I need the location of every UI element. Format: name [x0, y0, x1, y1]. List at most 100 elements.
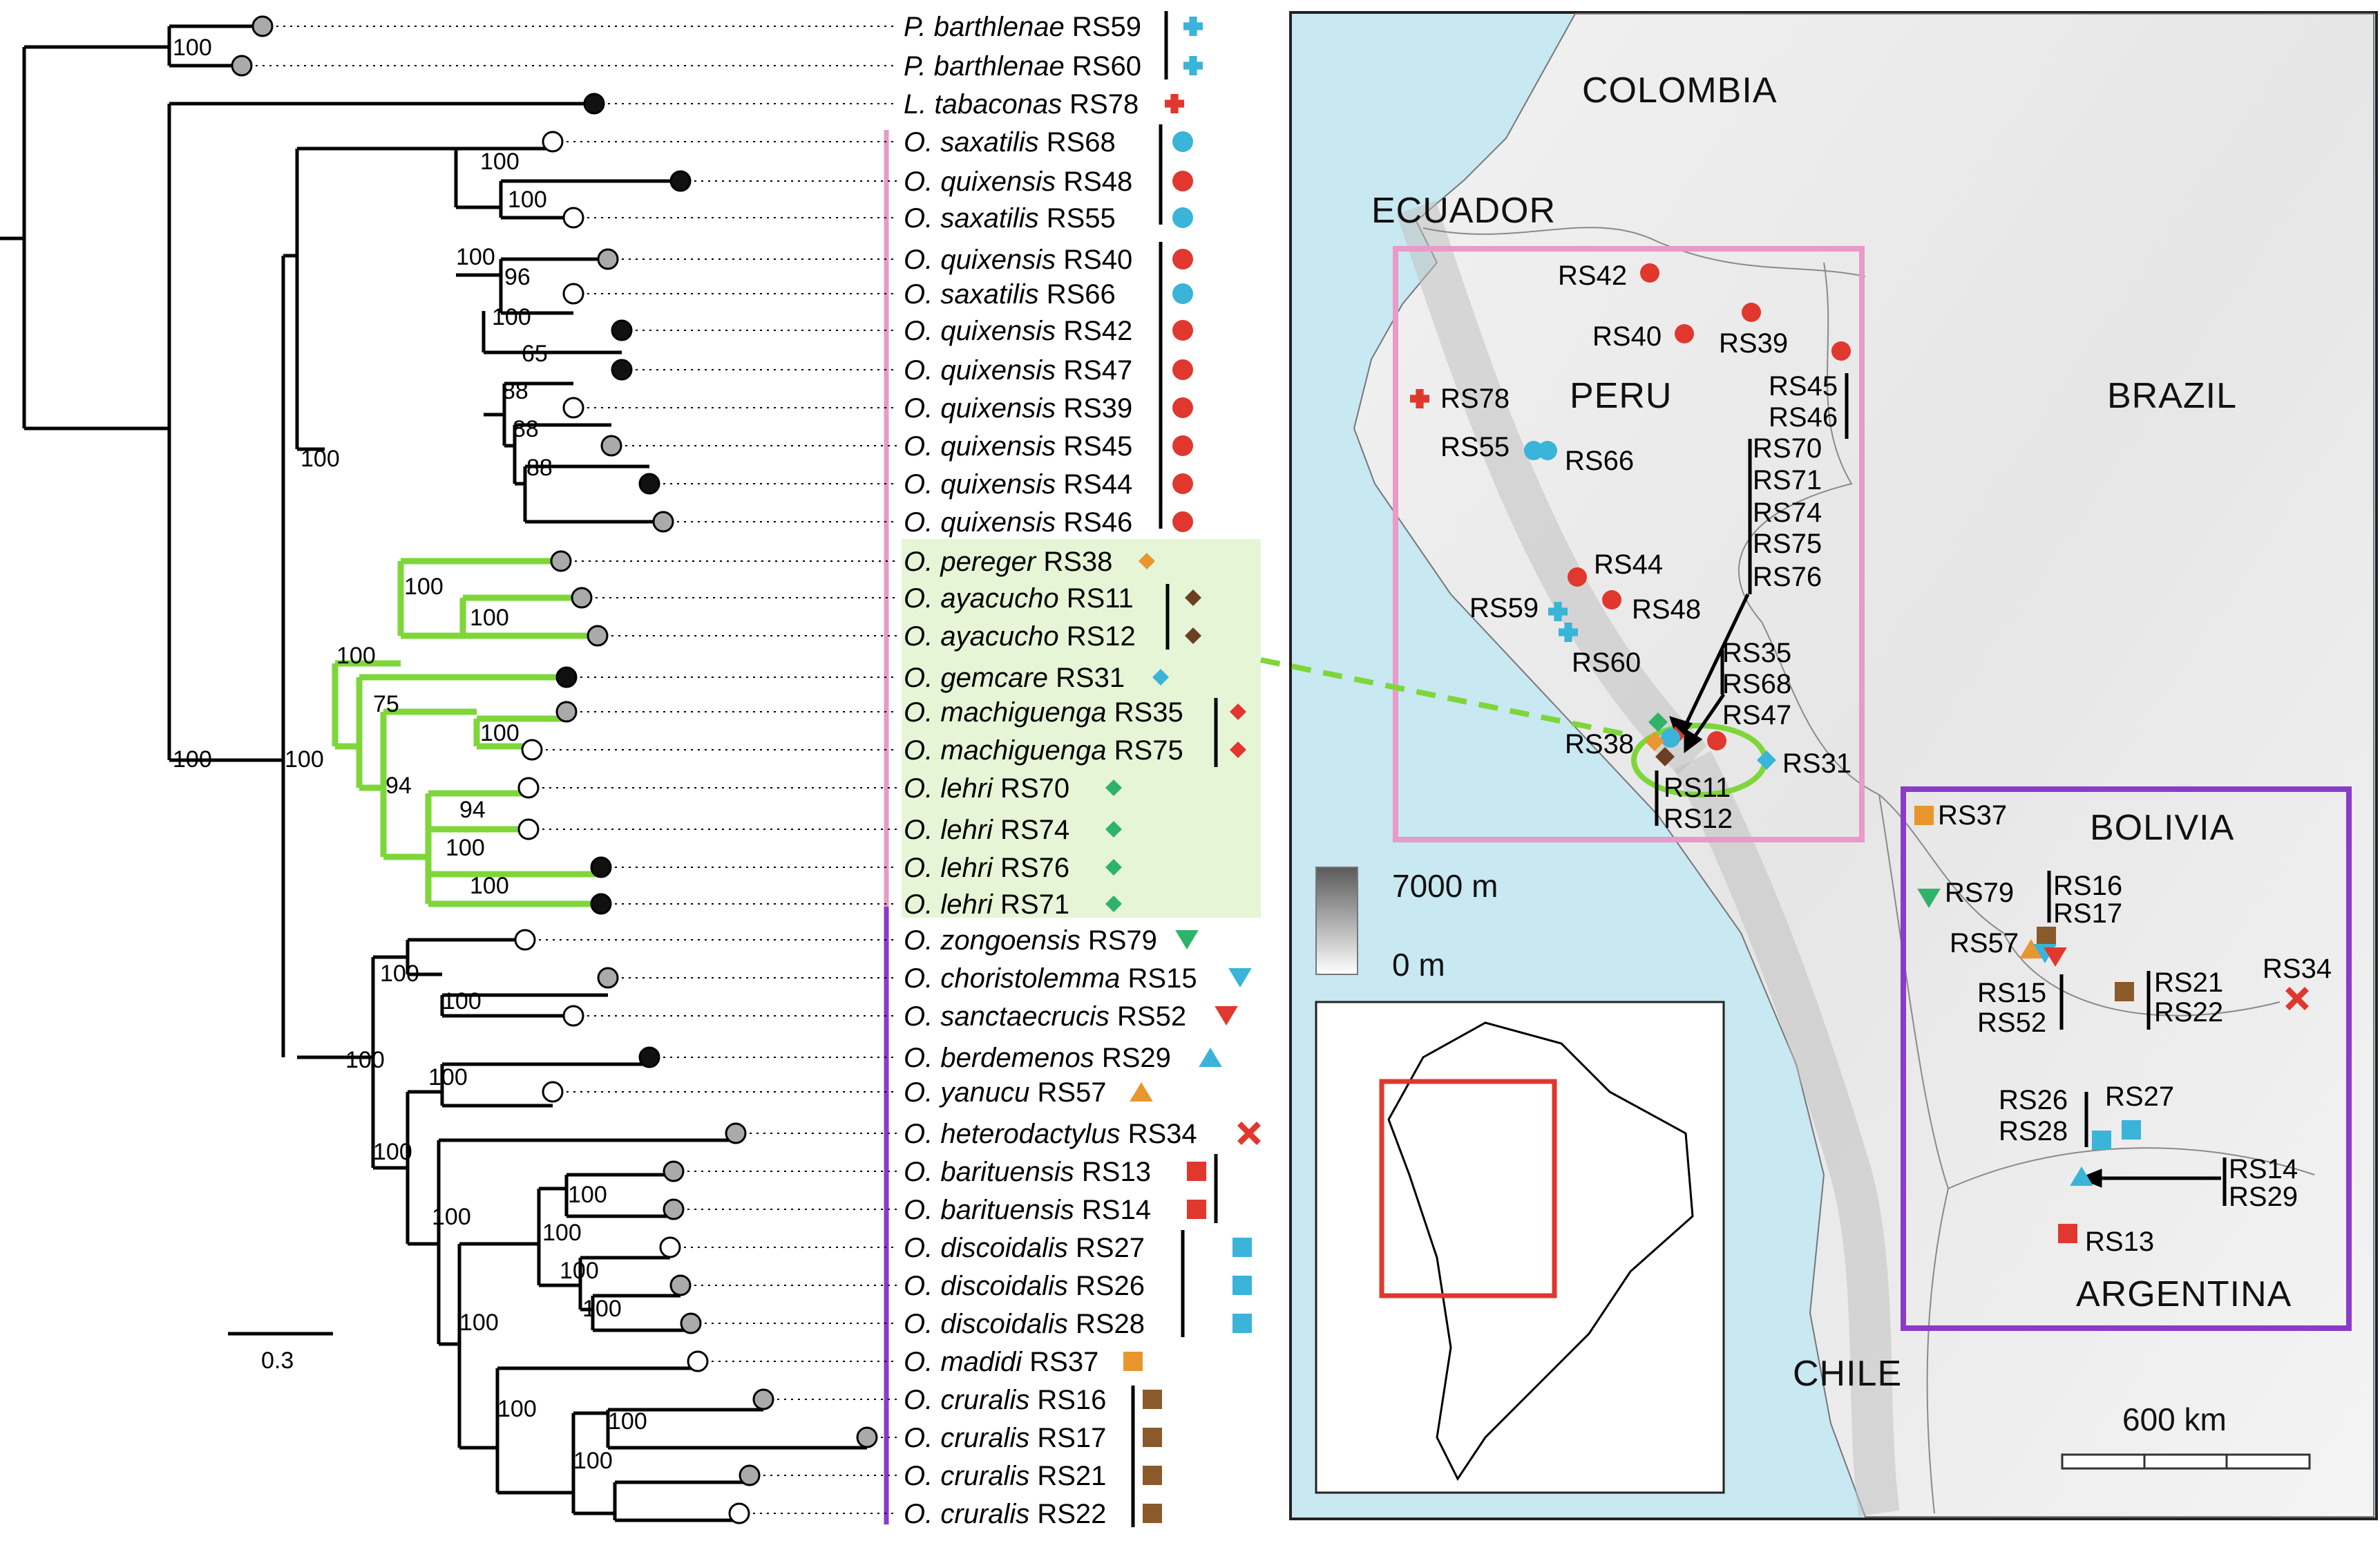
tip-label: O. choristolemma RS15	[904, 963, 1197, 994]
site-label-rs26: RS26	[1999, 1085, 2068, 1115]
tip-symbol-rs74	[1105, 821, 1122, 838]
site-marker	[2044, 947, 2067, 967]
tip-symbol-rs48	[1172, 171, 1193, 191]
tip-symbol-rs55	[1172, 207, 1193, 228]
bootstrap-labels: 100 100 100 96 100 100 65 88 88 88 100 1…	[173, 35, 647, 1474]
bootstrap-value: 96	[504, 264, 531, 290]
tip-code: RS47	[1056, 355, 1132, 386]
tip-code: RS78	[1062, 89, 1139, 120]
bootstrap-value: 100	[404, 574, 444, 600]
tip-code: RS39	[1056, 393, 1132, 424]
tip-code: RS60	[1065, 51, 1141, 82]
site-label-brackets	[1655, 373, 2227, 1206]
tip-symbol-rs11	[1185, 589, 1201, 606]
site-marker	[2019, 939, 2043, 958]
tip-symbol-rs57	[1130, 1082, 1153, 1102]
tip-code: RS57	[1029, 1077, 1106, 1108]
tip-symbol-rs46	[1172, 511, 1193, 532]
site-label-rs76: RS76	[1753, 562, 1822, 592]
tip-code: RS29	[1094, 1043, 1171, 1073]
country-borders	[1422, 227, 2315, 1514]
tip-code: RS46	[1056, 507, 1132, 538]
scale-bar: 0.3	[228, 1332, 333, 1374]
tip-symbol-rs44	[1172, 473, 1193, 494]
tip-label: O. barituensis RS14	[904, 1195, 1151, 1225]
site-label-rs38: RS38	[1565, 729, 1634, 759]
site-marker	[2115, 982, 2134, 1001]
site-label-rs39: RS39	[1719, 328, 1788, 359]
tip-label: O. machiguenga RS75	[904, 735, 1183, 766]
tip-species: O. yanucu	[904, 1077, 1029, 1108]
tip-species: O. zongoensis	[904, 925, 1080, 956]
tip-code: RS71	[993, 889, 1069, 920]
map-panel: COLOMBIA ECUADOR PERU BRAZIL BOLIVIA ARG…	[1260, 11, 2378, 1520]
site-marker	[1538, 441, 1557, 460]
bolivia-box	[1901, 786, 2352, 1331]
country-label-brazil: BRAZIL	[2107, 376, 2237, 416]
site-marker	[1548, 602, 1568, 622]
tip-leader-lines	[249, 26, 898, 1514]
site-label-rs14: RS14	[2229, 1154, 2298, 1184]
bootstrap-value: 100	[508, 187, 547, 213]
site-marker	[1917, 889, 1941, 908]
scale-bar-label: 0.3	[261, 1348, 294, 1374]
bootstrap-value: 100	[608, 1408, 647, 1435]
tip-label: P. barthlenae RS60	[904, 51, 1141, 82]
bootstrap-value: 100	[470, 605, 509, 631]
tip-species: P. barthlenae	[904, 51, 1065, 82]
bootstrap-value: 100	[446, 835, 485, 861]
tip-symbol-rs38	[1139, 553, 1155, 569]
tip-symbol-rs26	[1232, 1276, 1252, 1295]
bootstrap-value: 100	[560, 1258, 599, 1284]
tip-label: O. quixensis RS40	[904, 245, 1132, 275]
site-label-rs78: RS78	[1440, 384, 1510, 414]
bootstrap-value: 100	[456, 244, 495, 270]
tip-label: O. barituensis RS13	[904, 1157, 1151, 1187]
site-label-rs52: RS52	[1977, 1008, 2046, 1038]
site-marker	[1707, 731, 1726, 750]
site-marker	[1675, 324, 1694, 343]
tip-label: O. cruralis RS17	[904, 1423, 1106, 1453]
elevation-legend-min: 0 m	[1392, 947, 1445, 983]
tip-species: O. pereger	[904, 547, 1037, 577]
site-label-rs70: RS70	[1753, 433, 1822, 464]
tip-label: O. discoidalis RS27	[904, 1233, 1145, 1263]
tip-label: O. heterodactylus RS34	[904, 1119, 1197, 1149]
site-label-rs29: RS29	[2229, 1182, 2298, 1212]
site-marker	[2037, 927, 2056, 946]
site-label-rs27: RS27	[2105, 1081, 2174, 1112]
tip-species: O. quixensis	[904, 355, 1056, 386]
tip-symbol-rs78	[1165, 94, 1184, 113]
tip-species: P. barthlenae	[904, 12, 1065, 42]
tip-label: O. quixensis RS42	[904, 316, 1132, 346]
bootstrap-value: 88	[502, 378, 529, 404]
site-label-rs57: RS57	[1950, 928, 2019, 958]
tip-code: RS21	[1029, 1461, 1106, 1491]
tip-species: O. barituensis	[904, 1157, 1074, 1187]
tip-symbol-rs22	[1143, 1504, 1162, 1523]
tip-code: RS45	[1056, 431, 1132, 462]
tip-code: RS76	[993, 853, 1069, 883]
site-label-rs59: RS59	[1469, 593, 1539, 623]
tip-symbol-rs45	[1172, 435, 1193, 456]
country-label-colombia: COLOMBIA	[1582, 70, 1778, 111]
tip-species: O. discoidalis	[904, 1233, 1068, 1263]
bootstrap-value: 100	[480, 720, 520, 746]
site-marker	[1648, 712, 1668, 732]
site-label-rs21: RS21	[2154, 967, 2223, 998]
tip-symbol-rs39	[1172, 397, 1193, 418]
country-label-chile: CHILE	[1793, 1354, 1902, 1394]
tip-code: RS15	[1120, 963, 1197, 994]
tip-species: O. saxatilis	[904, 203, 1039, 234]
tip-label: O. cruralis RS16	[904, 1385, 1106, 1415]
tip-code: RS13	[1074, 1157, 1151, 1187]
tip-symbol-rs28	[1232, 1314, 1252, 1333]
inset-location-box	[1379, 1079, 1557, 1298]
tip-label: O. quixensis RS47	[904, 355, 1132, 386]
tip-label: O. gemcare RS31	[904, 663, 1125, 693]
site-marker	[1757, 750, 1776, 770]
phylogenetic-tree: 100 100 100 96 100 100 65 88 88 88 100 1…	[0, 11, 1261, 1529]
tip-code: RS34	[1121, 1119, 1197, 1149]
site-label-rs71: RS71	[1753, 465, 1822, 495]
